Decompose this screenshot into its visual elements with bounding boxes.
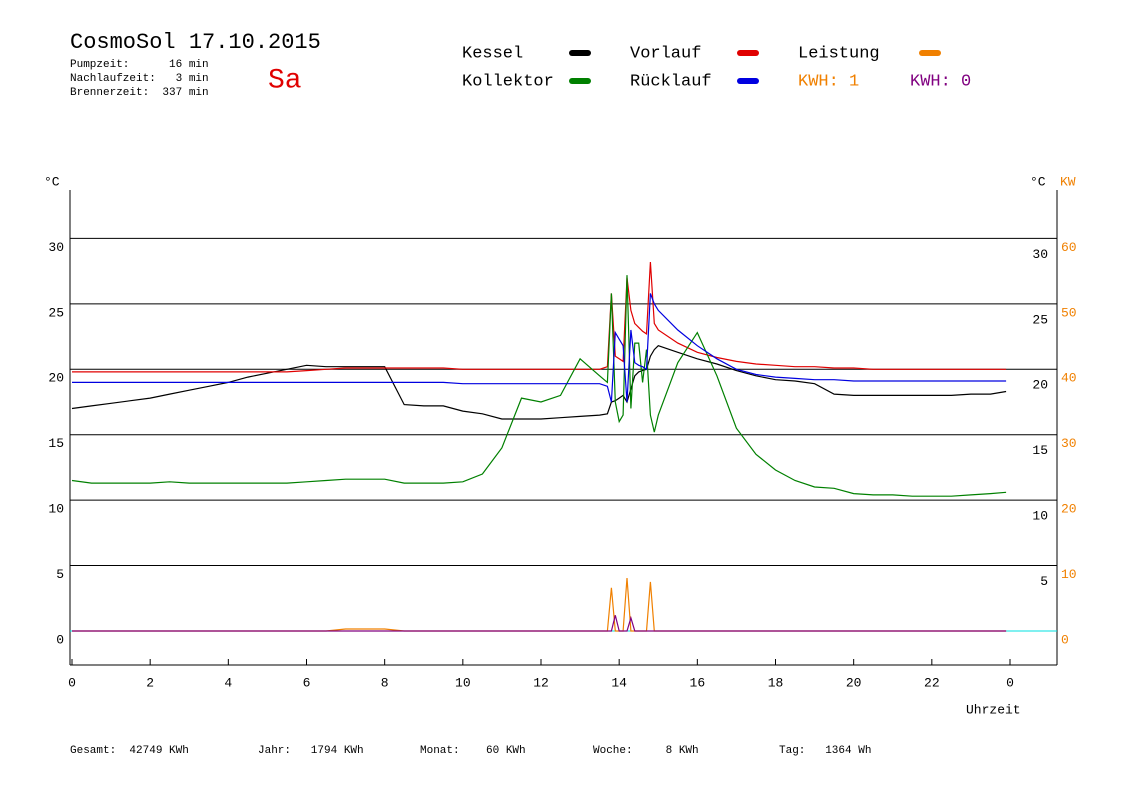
y-tick-label-right: 10 [1032, 509, 1048, 524]
y-tick-label: 0 [56, 632, 64, 647]
x-axis-label: Uhrzeit [966, 702, 1021, 717]
legend-label: Vorlauf [630, 44, 701, 63]
legend-label: Kollektor [462, 72, 554, 91]
y-tick-label: 20 [48, 371, 64, 386]
y-tick-label: 25 [48, 305, 64, 320]
y-tick-label-right: 15 [1032, 443, 1048, 458]
x-tick-label: 2 [146, 675, 154, 690]
info: Pumpzeit: 16 min [70, 59, 209, 71]
series-line [72, 293, 1007, 403]
y2-tick-label: 20 [1061, 502, 1077, 517]
footer-stat: Jahr: 1794 KWh [258, 745, 364, 757]
y-tick-label: 5 [56, 567, 64, 582]
x-tick-label: 4 [224, 675, 232, 690]
y-tick-label-right: 20 [1032, 378, 1048, 393]
footer-stat: Gesamt: 42749 KWh [70, 745, 189, 757]
kwh-total: KWH: 1 [798, 72, 859, 91]
y2-tick-label: 50 [1061, 305, 1077, 320]
series-line [72, 615, 1007, 632]
y2-tick-label: 40 [1061, 371, 1077, 386]
info: Nachlaufzeit: 3 min [70, 73, 209, 85]
series-line [72, 577, 1007, 632]
y2-tick-label: 30 [1061, 436, 1077, 451]
y2-tick-label: 10 [1061, 567, 1077, 582]
x-tick-label: 16 [690, 675, 706, 690]
y-tick-label: 10 [48, 502, 64, 517]
series-line [71, 345, 1007, 420]
y2-tick-label: 0 [1061, 632, 1069, 647]
y-tick-label-right: 25 [1032, 312, 1048, 327]
series-line [71, 275, 1007, 497]
x-tick-label: 8 [381, 675, 389, 690]
y-tick-label: 30 [48, 240, 64, 255]
x-tick-label: 0 [1006, 675, 1014, 690]
footer-stat: Woche: 8 KWh [593, 745, 699, 757]
chart-title: CosmoSol 17.10.2015 [70, 30, 321, 55]
legend-label: Leistung [798, 44, 880, 63]
y-tick-label-right: 5 [1040, 574, 1048, 589]
footer-stat: Monat: 60 KWh [420, 745, 526, 757]
y2-tick-label: 60 [1061, 240, 1077, 255]
legend-label: KWH: 0 [910, 72, 971, 91]
y-tick-label-right: 30 [1032, 247, 1048, 262]
x-tick-label: 22 [924, 675, 940, 690]
y-axis-label: °C [44, 174, 60, 189]
x-tick-label: 6 [303, 675, 311, 690]
weekday: Sa [268, 65, 302, 96]
y-axis-label-right: °C [1030, 174, 1046, 189]
x-tick-label: 14 [611, 675, 627, 690]
x-tick-label: 18 [768, 675, 784, 690]
x-tick-label: 10 [455, 675, 471, 690]
legend-label: Rücklauf [630, 72, 712, 91]
legend-label: Kessel [462, 44, 523, 63]
y2-axis-label: KW [1060, 174, 1076, 189]
x-tick-label: 20 [846, 675, 862, 690]
footer-stat: Tag: 1364 Wh [779, 745, 871, 757]
x-tick-label: 0 [68, 675, 76, 690]
info: Brennerzeit: 337 min [70, 87, 209, 99]
y-tick-label: 15 [48, 436, 64, 451]
x-tick-label: 12 [533, 675, 549, 690]
series-line [72, 261, 1007, 373]
